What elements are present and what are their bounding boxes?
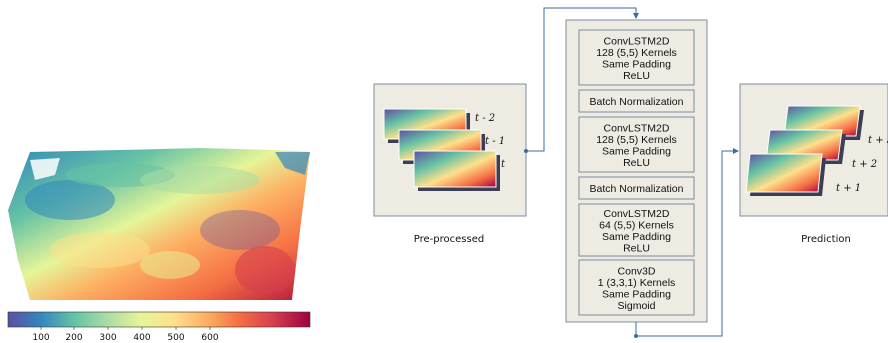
layer-text-line: ConvLSTM2D	[604, 208, 670, 220]
output-arrow-dot	[634, 334, 638, 338]
layer-text-line: Sigmoid	[618, 300, 656, 312]
flow-arrows	[524, 7, 739, 338]
output-frame-label-2: t + 2	[852, 159, 877, 170]
layer-box	[578, 176, 695, 200]
layer-text-line: Conv3D	[618, 265, 656, 277]
colorbar-ticks: 100 200 300 400 500 600	[32, 327, 219, 343]
layer-text-line: ReLU	[623, 70, 650, 82]
colorbar-tick-label: 500	[167, 333, 184, 343]
output-panel: t + 3 t + 2 t + 1 Prediction	[739, 83, 888, 245]
input-to-model-arrow	[526, 7, 639, 152]
output-frame-1	[745, 153, 826, 196]
input-frame-3	[413, 150, 500, 191]
layer-text-line: Same Padding	[602, 58, 671, 70]
output-caption: Prediction	[801, 234, 851, 245]
colorbar-tick-label: 100	[32, 333, 49, 343]
input-arrow-dot	[524, 149, 528, 153]
layer-box	[578, 29, 695, 86]
layer-text-line: 128 (5,5) Kernels	[596, 47, 677, 59]
layer-text-line: ReLU	[623, 157, 650, 169]
layer-text-line: Same Padding	[602, 231, 671, 243]
model-to-output-arrow	[635, 148, 739, 337]
layer-box	[578, 89, 695, 113]
input-frame-label-2: t - 1	[485, 136, 505, 147]
layer-text-line: Batch Normalization	[590, 96, 684, 108]
output-frame-label-1: t + 3	[868, 135, 888, 146]
colorbar-tick-label: 200	[65, 333, 82, 343]
layer-text-line: ConvLSTM2D	[604, 35, 670, 47]
colorbar-gradient	[7, 311, 311, 328]
input-panel: t - 2 t - 1 t Pre-processed	[373, 83, 527, 245]
layer-text-line: ReLU	[623, 242, 650, 254]
output-frame-label-3: t + 1	[836, 183, 861, 194]
layer-text-line: Same Padding	[602, 288, 671, 300]
layer-box	[578, 116, 695, 173]
input-frame-label-1: t - 2	[475, 113, 495, 124]
colorbar: 100 200 300 400 500 600	[7, 311, 311, 343]
colorbar-tick-label: 300	[99, 333, 116, 343]
layer-text-line: 128 (5,5) Kernels	[596, 134, 677, 146]
satellite-heatmap	[8, 148, 310, 300]
layer-block: Batch Normalization	[578, 176, 695, 200]
layer-text-line: 64 (5,5) Kernels	[599, 219, 674, 231]
layer-block: Batch Normalization	[578, 89, 695, 113]
layer-box	[578, 203, 695, 257]
layer-text-line: Batch Normalization	[590, 183, 684, 195]
layer-text-line: 1 (3,3,1) Kernels	[598, 277, 676, 289]
layer-text-line: Same Padding	[602, 145, 671, 157]
colorbar-tick-label: 400	[133, 333, 150, 343]
input-frame-label-3: t	[501, 159, 506, 170]
colorbar-tick-label: 600	[201, 333, 218, 343]
input-caption: Pre-processed	[414, 234, 484, 245]
layer-box	[578, 259, 695, 316]
layer-text-line: ConvLSTM2D	[604, 122, 670, 134]
